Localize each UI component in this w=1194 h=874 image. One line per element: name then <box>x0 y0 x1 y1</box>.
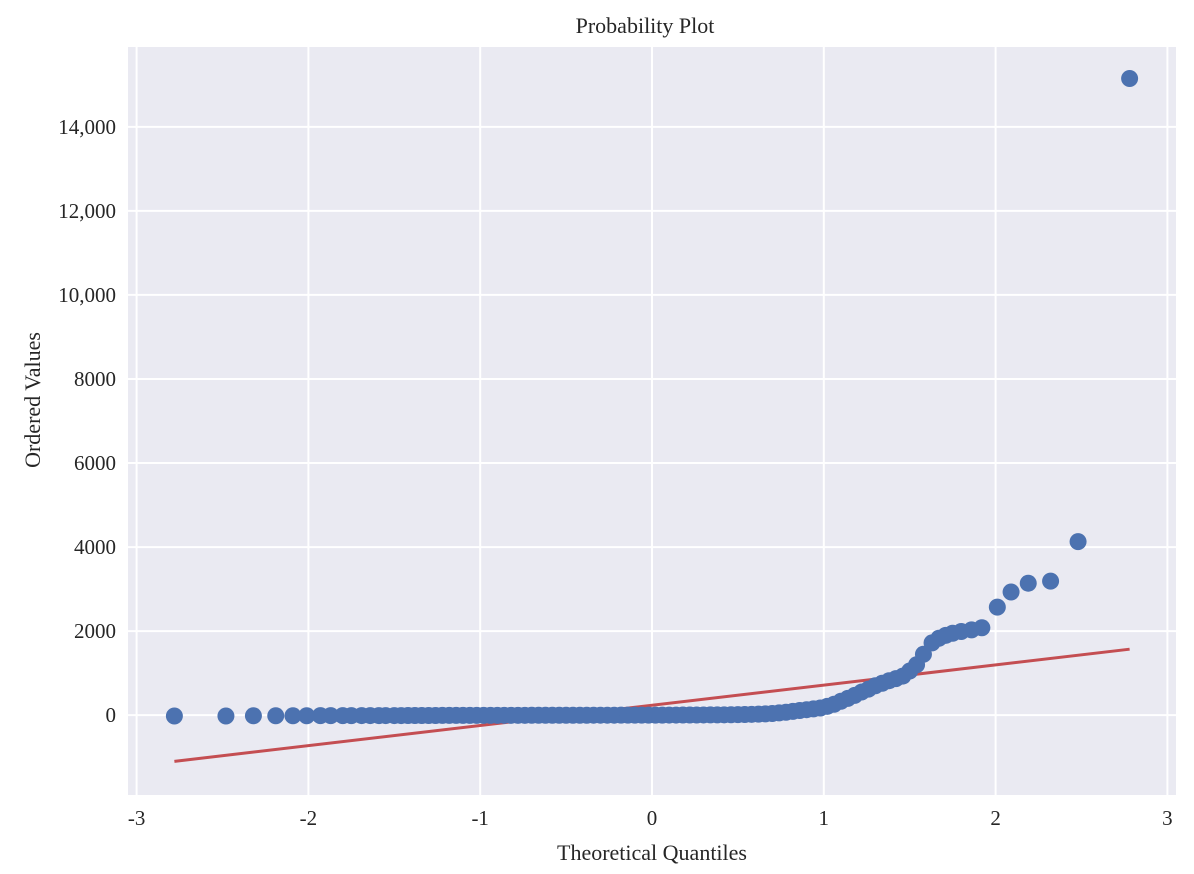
data-point <box>165 707 183 725</box>
data-point <box>298 707 316 725</box>
x-tick-label: 1 <box>819 806 830 830</box>
y-tick-label: 14,000 <box>58 115 116 139</box>
x-tick-label: 2 <box>990 806 1001 830</box>
data-point <box>1002 583 1020 601</box>
data-point <box>1042 572 1060 590</box>
data-point <box>217 707 235 725</box>
y-tick-label: 0 <box>106 703 117 727</box>
data-point <box>284 707 302 725</box>
chart-title: Probability Plot <box>576 13 715 38</box>
y-tick-label: 10,000 <box>58 283 116 307</box>
y-tick-label: 4000 <box>74 535 116 559</box>
x-axis-title: Theoretical Quantiles <box>557 840 747 865</box>
x-tick-label: 3 <box>1162 806 1173 830</box>
data-point <box>322 707 340 725</box>
x-tick-label: 0 <box>647 806 658 830</box>
data-point <box>1069 533 1087 551</box>
x-tick-labels: -3 -2 -1 0 1 2 3 <box>128 806 1173 830</box>
data-point <box>973 619 991 637</box>
x-tick-label: -3 <box>128 806 146 830</box>
x-tick-label: -1 <box>471 806 489 830</box>
fit-line-group <box>174 647 1130 763</box>
data-point <box>244 707 262 725</box>
y-tick-label: 6000 <box>74 451 116 475</box>
fit-line <box>174 647 1130 763</box>
data-point <box>267 707 285 725</box>
data-point <box>1019 574 1037 592</box>
data-point <box>988 598 1006 616</box>
data-point <box>1121 70 1139 88</box>
y-tick-label: 12,000 <box>58 199 116 223</box>
y-tick-label: 2000 <box>74 619 116 643</box>
x-tick-label: -2 <box>300 806 318 830</box>
y-tick-labels: 0 2000 4000 6000 8000 10,000 12,000 14,000 <box>58 115 116 727</box>
data-points <box>165 70 1139 725</box>
y-tick-label: 8000 <box>74 367 116 391</box>
y-axis-title: Ordered Values <box>20 332 45 468</box>
